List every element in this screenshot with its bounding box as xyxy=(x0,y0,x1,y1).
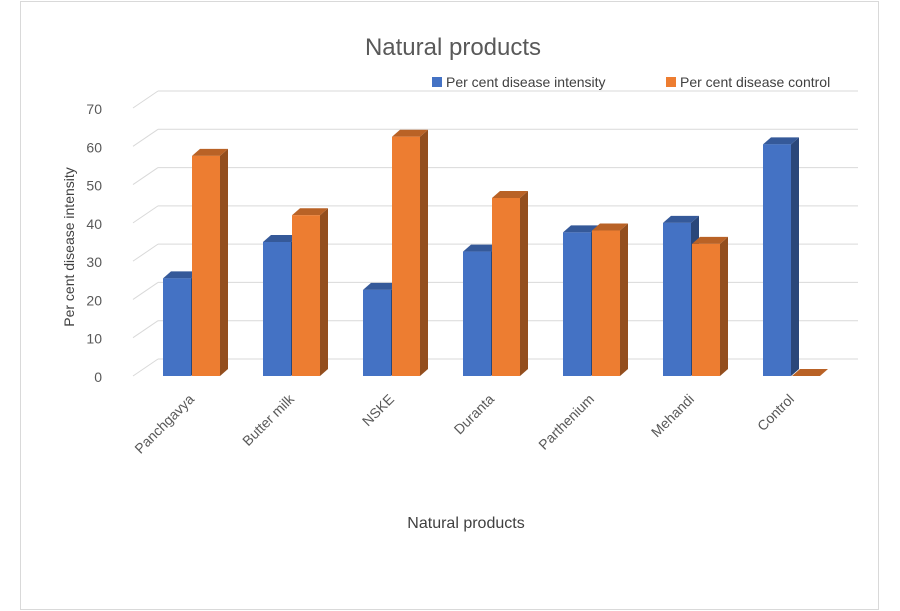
bar-top xyxy=(663,215,699,223)
x-tick-label: Duranta xyxy=(451,391,498,438)
bar-front xyxy=(563,232,591,376)
bar-control xyxy=(792,369,828,376)
x-tick-label: Butter milk xyxy=(239,390,298,449)
bar-side xyxy=(220,148,228,376)
bar-control xyxy=(392,129,428,376)
bar-control xyxy=(692,236,728,376)
bar-front xyxy=(163,278,191,376)
bar-top xyxy=(692,236,728,244)
gridline-diagonal xyxy=(132,243,159,262)
x-tick-label: Control xyxy=(754,391,797,434)
bar-top xyxy=(363,282,399,290)
bar-front xyxy=(263,242,291,376)
bars xyxy=(163,129,828,376)
y-tick-label: 0 xyxy=(94,369,102,385)
bar-side xyxy=(320,208,328,376)
legend-swatch-control xyxy=(666,77,676,87)
y-tick-label: 70 xyxy=(86,101,102,117)
bar-front xyxy=(463,251,491,376)
bar-front xyxy=(763,144,791,376)
bar-side xyxy=(720,236,728,376)
y-tick-label: 40 xyxy=(86,216,102,232)
x-tick-label: Mehandi xyxy=(648,391,697,440)
y-axis-label: Per cent disease intensity xyxy=(61,167,77,327)
x-axis-label: Natural products xyxy=(407,515,524,532)
bar-top xyxy=(492,190,528,198)
bar-top xyxy=(792,369,828,376)
bar-front xyxy=(392,136,420,376)
bar-top xyxy=(463,244,499,252)
x-tick-label: Panchgavya xyxy=(131,391,197,457)
bar-top xyxy=(763,137,799,145)
bar-front xyxy=(663,222,691,376)
bar-top xyxy=(192,148,228,156)
gridline-diagonal xyxy=(132,320,159,339)
legend-swatch-intensity xyxy=(432,77,442,87)
y-tick-label: 60 xyxy=(86,139,102,155)
bar-side xyxy=(620,223,628,376)
bar-control xyxy=(492,190,528,376)
bar-top xyxy=(292,208,328,216)
gridline-diagonal xyxy=(132,205,159,224)
gridline-diagonal xyxy=(132,358,159,377)
bar-top xyxy=(163,271,199,279)
bar-front xyxy=(492,197,520,376)
bar-top xyxy=(592,223,628,231)
y-tick-label: 10 xyxy=(86,331,102,347)
bar-front xyxy=(192,155,220,376)
legend-label-control: Per cent disease control xyxy=(680,74,830,90)
y-axis-ticks: 0 10 20 30 40 50 60 70 xyxy=(86,101,102,385)
gridline-diagonal xyxy=(132,167,159,185)
x-axis-ticks: Panchgavya Butter milk NSKE Duranta Partheni… xyxy=(131,390,797,457)
bar-top xyxy=(392,129,428,137)
bar-control xyxy=(292,208,328,376)
y-tick-label: 50 xyxy=(86,178,102,194)
gridline-diagonal xyxy=(132,282,159,300)
x-tick-label: NSKE xyxy=(359,391,397,429)
legend-label-intensity: Per cent disease intensity xyxy=(446,74,606,90)
bar-front xyxy=(363,289,391,376)
chart-title: Natural products xyxy=(365,34,541,61)
bar-side xyxy=(791,137,799,376)
bar-front xyxy=(692,243,720,376)
bar-top xyxy=(563,225,599,233)
x-tick-label: Parthenium xyxy=(535,391,597,453)
bar-side xyxy=(520,190,528,376)
bar-side xyxy=(420,129,428,376)
bar-intensity xyxy=(763,137,799,376)
bar-front xyxy=(292,215,320,376)
bar-control xyxy=(192,148,228,376)
gridline-diagonal xyxy=(132,128,159,147)
y-tick-label: 30 xyxy=(86,254,102,270)
legend: Per cent disease intensity Per cent dise… xyxy=(432,74,830,90)
gridline-diagonal xyxy=(132,90,159,109)
bar-control xyxy=(592,223,628,376)
bar-front xyxy=(592,230,620,376)
bar-top xyxy=(263,235,299,242)
y-tick-label: 20 xyxy=(86,292,102,308)
